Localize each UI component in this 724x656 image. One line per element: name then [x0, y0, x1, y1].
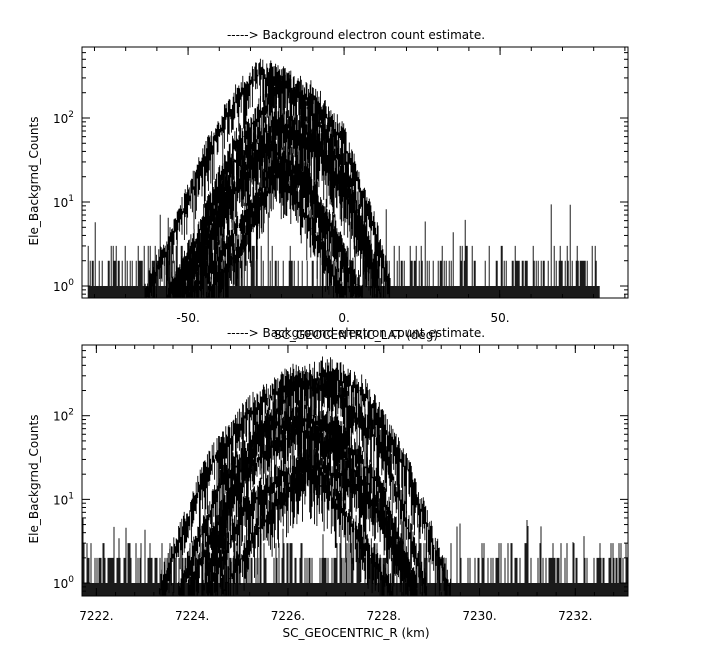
tick-layer: -50. 0. 50. 100 101 102	[53, 46, 628, 325]
chart-panel-r: -----> Background electron count estimat…	[27, 326, 629, 640]
x-tick-label: 50.	[491, 311, 510, 325]
series-line-6	[206, 158, 345, 298]
series-layer	[87, 58, 600, 298]
tick-layer: 7222. 7224. 7226. 7228. 7230. 7232. 100 101 102	[53, 344, 628, 623]
x-axis-label: SC_GEOCENTRIC_LAT (deg)	[274, 328, 438, 342]
y-tick-label: 100	[53, 575, 74, 591]
chart-title: -----> Background electron count estimat…	[227, 326, 485, 340]
x-tick-label: 7222.	[79, 609, 113, 623]
y-tick-label: 100	[53, 278, 74, 294]
y-axis-label: Ele_Backgrnd_Counts	[27, 117, 41, 246]
x-tick-label: 7230.	[462, 609, 496, 623]
plot-frame	[81, 344, 629, 597]
chart-panel-lat: -----> Background electron count estimat…	[27, 28, 629, 342]
series-layer	[81, 356, 629, 596]
series-line-1	[158, 363, 428, 596]
x-axis-label: SC_GEOCENTRIC_R (km)	[283, 626, 430, 640]
x-tick-label: 7224.	[175, 609, 209, 623]
x-tick-label: -50.	[176, 311, 199, 325]
x-tick-label: 7232.	[558, 609, 592, 623]
y-tick-label: 102	[53, 408, 74, 424]
plot-frame	[81, 46, 629, 299]
x-tick-label: 7226.	[271, 609, 305, 623]
y-tick-label: 102	[53, 110, 74, 126]
y-tick-label: 101	[53, 194, 74, 210]
x-tick-label: 0.	[338, 311, 349, 325]
series-line-5	[221, 455, 394, 596]
y-tick-label: 101	[53, 491, 74, 507]
x-tick-label: 7228.	[367, 609, 401, 623]
chart-title: -----> Background electron count estimat…	[227, 28, 485, 42]
y-axis-label: Ele_Backgrnd_Counts	[27, 415, 41, 544]
